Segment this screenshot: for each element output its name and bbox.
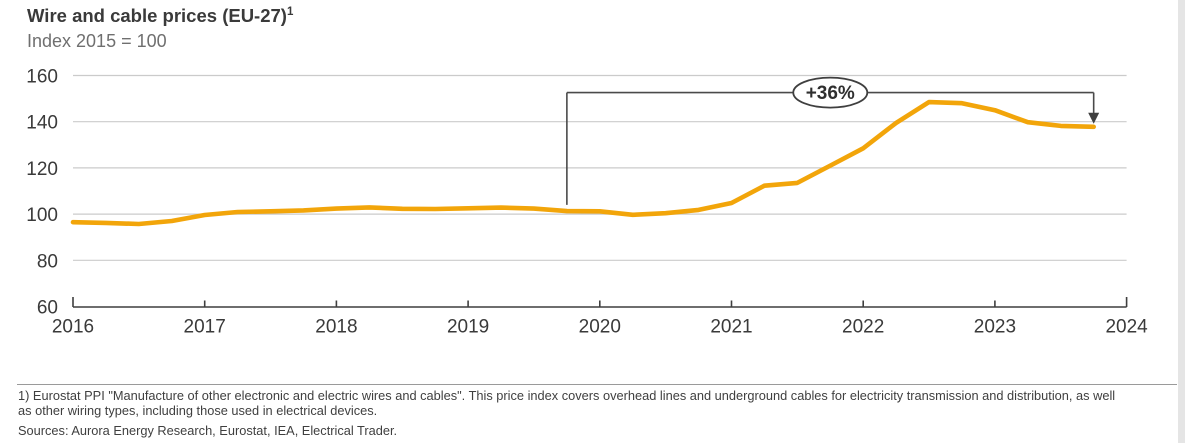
title-text: Wire and cable prices (EU-27)	[27, 5, 287, 26]
x-tick-label: 2017	[184, 317, 226, 338]
annotation-arrowhead	[1088, 112, 1100, 124]
y-tick-label: 80	[37, 251, 58, 272]
x-tick-label: 2020	[579, 317, 621, 338]
page-title: Wire and cable prices (EU-27)1	[27, 5, 293, 27]
price-index-line	[70, 99, 1096, 227]
x-tick-label: 2023	[974, 317, 1016, 338]
footnote-divider	[17, 384, 1177, 385]
x-tick-label: 2019	[447, 317, 489, 338]
x-tick-label: 2018	[315, 317, 357, 338]
sources-line: Sources: Aurora Energy Research, Eurosta…	[18, 423, 398, 438]
y-tick-label: 140	[26, 113, 58, 134]
footnote: 1) Eurostat PPI "Manufacture of other el…	[18, 388, 1178, 418]
chart-unit-label: Index 2015 = 100	[27, 31, 167, 51]
annotation-change-label: +36%	[806, 83, 855, 104]
footnote-line-2: as other wiring types, including those u…	[18, 403, 378, 419]
y-tick-label: 60	[37, 298, 58, 319]
annotation-bubble	[792, 76, 869, 109]
y-tick-label: 120	[26, 159, 58, 180]
y-tick-label: 100	[26, 205, 58, 226]
x-tick-label: 2016	[52, 317, 94, 338]
footnote-line-1: 1) Eurostat PPI "Manufacture of other el…	[18, 388, 1116, 403]
vertical-scrollbar[interactable]	[1178, 0, 1185, 443]
x-tick-label: 2021	[710, 317, 752, 338]
title-footnote-marker: 1	[286, 5, 294, 18]
x-tick-label: 2022	[842, 317, 884, 338]
y-tick-label: 160	[26, 67, 58, 88]
x-tick-label: 2024	[1105, 317, 1148, 338]
